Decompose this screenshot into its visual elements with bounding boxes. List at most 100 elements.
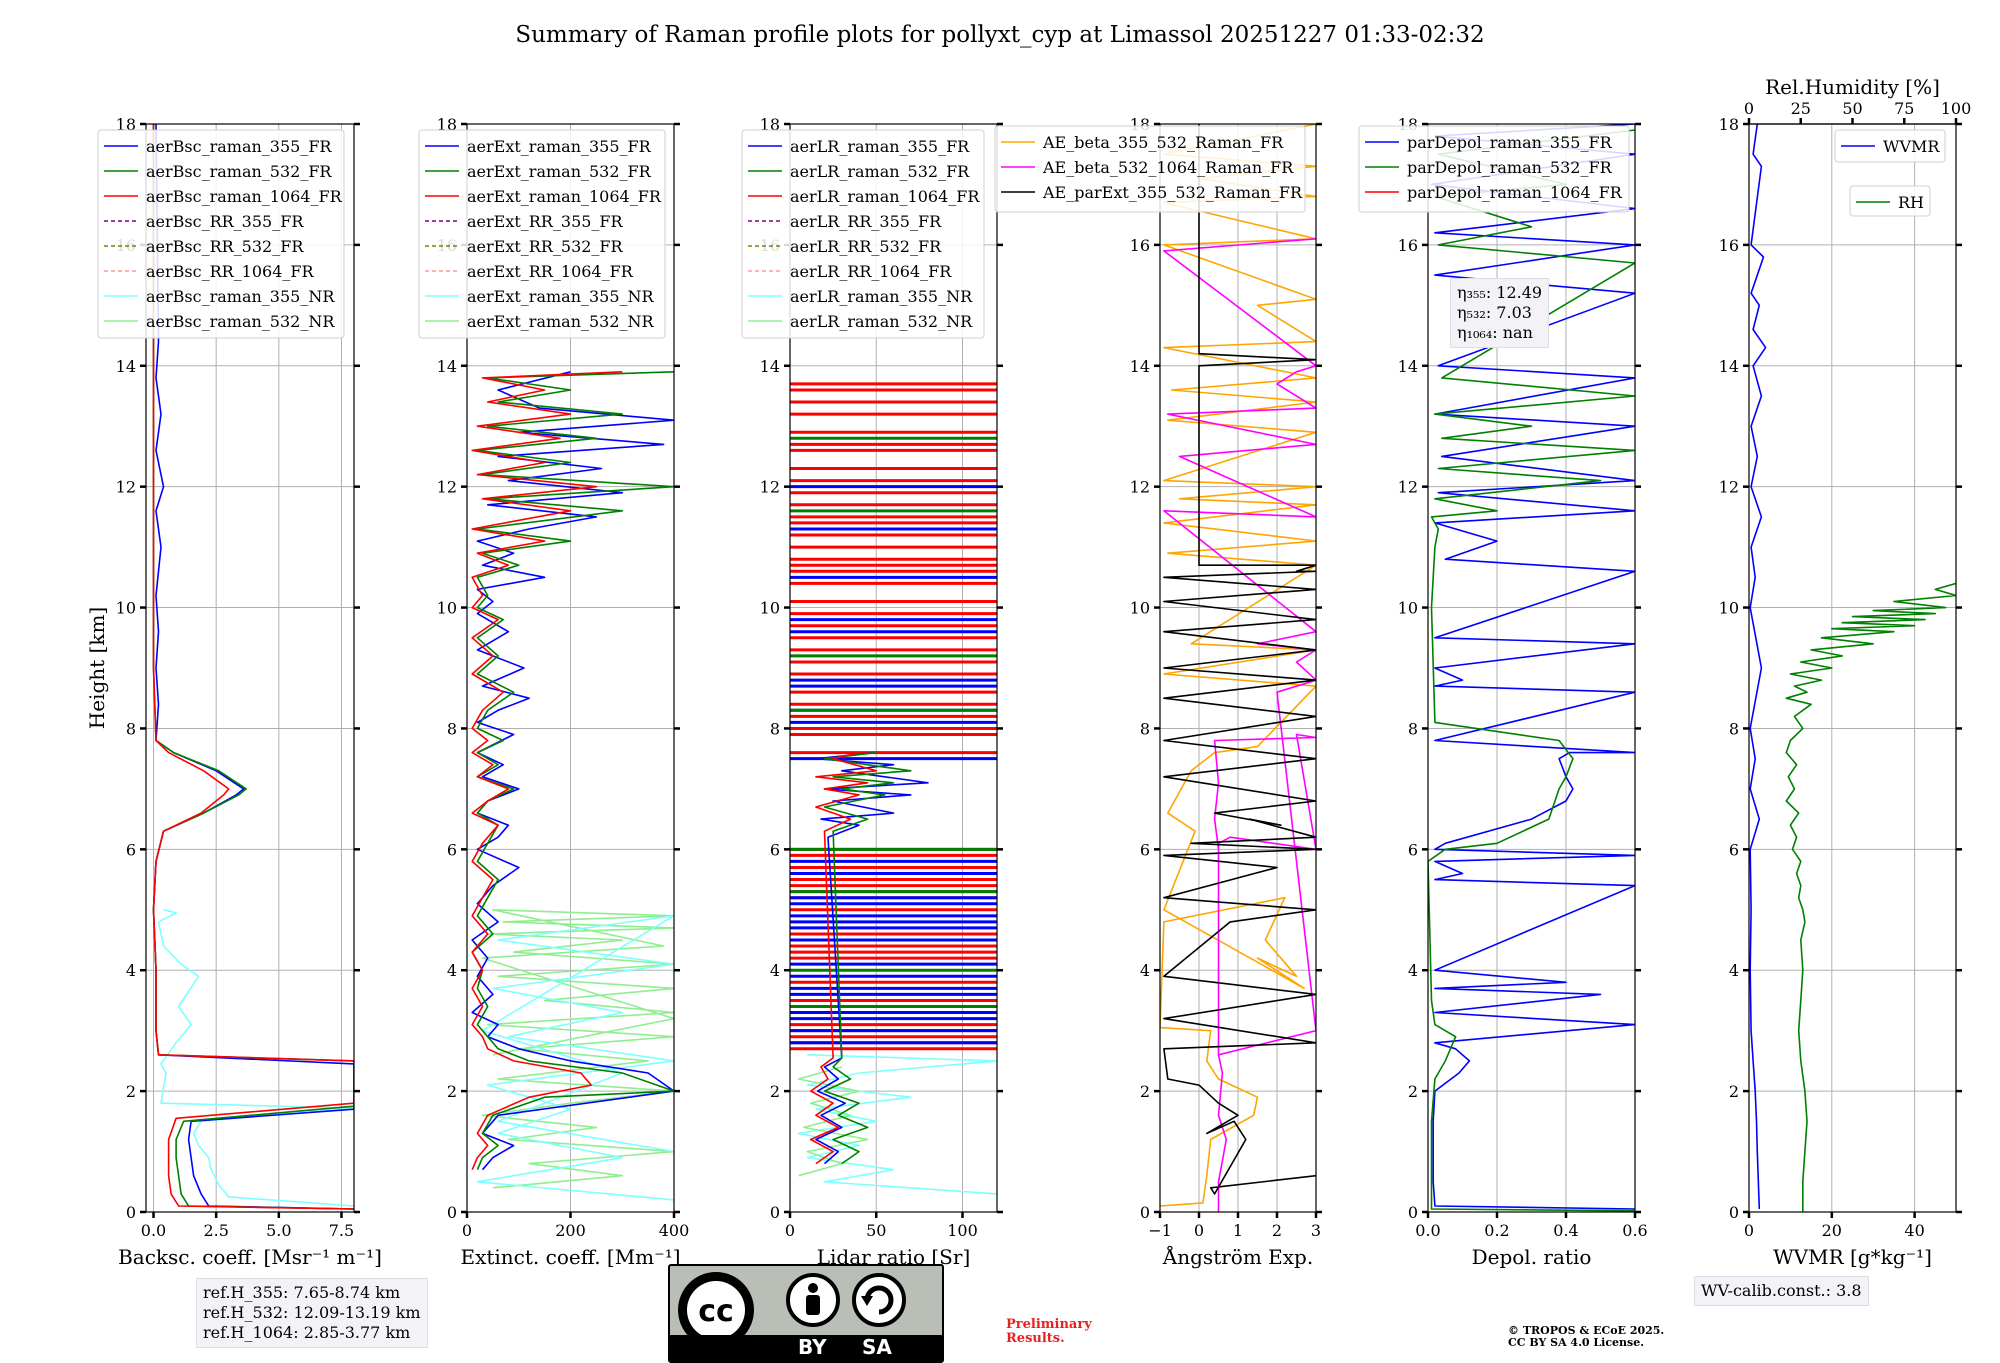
legend-entry: aerExt_RR_532_FR [467,237,624,256]
y-tick-label: 4 [1729,961,1739,980]
series-aerExt_raman_1064_FR [471,371,623,1171]
y-tick-label: 4 [1140,961,1150,980]
legend-bsc: aerBsc_raman_355_FR aerBsc_raman_532_FRae… [97,129,345,339]
y-tick-label: 4 [447,961,457,980]
legend2-wv: RH [1849,185,1931,217]
y-tick-label: 14 [1130,357,1150,376]
y-tick-label: 16 [1398,236,1418,255]
series-AE_beta_355_532_Raman_FR [1160,124,1316,1207]
x-tick-label: 0 [785,1221,795,1240]
eta-box: η₃₅₅: 12.49 η₅₃₂: 7.03 η₁₀₆₄: nan [1450,278,1550,348]
legend-entry: AE_parExt_355_532_Raman_FR [1042,183,1303,202]
y-tick-label: 18 [437,115,457,134]
ref-height-532: ref.H_532: 12.09-13.19 km [203,1303,421,1322]
preliminary-line-2: Results. [1006,1331,1065,1346]
x-tick-label: 0 [1194,1221,1204,1240]
series-aerExt_raman_532_NR [481,908,674,1189]
legend-entry: parDepol_raman_355_FR [1407,133,1613,152]
legend-entry: aerLR_RR_1064_FR [790,262,952,281]
series-aerLR_raman_1064_FR [809,751,878,1165]
cc-badge-graphic: cc [678,1272,906,1348]
series-aerExt_raman_532_FR [471,371,674,1171]
y-tick-label: 10 [1719,599,1739,618]
ref-height-1064: ref.H_1064: 2.85-3.77 km [203,1323,411,1342]
series-aerBsc_raman_355_FR [152,124,354,1210]
plot-area [1160,124,1316,1212]
x-tick-label: 0 [462,1221,472,1240]
y-tick-label: 8 [770,719,780,738]
x-tick-label: 0.6 [1622,1221,1647,1240]
y-tick-label: 16 [1719,236,1739,255]
reference-height-box: ref.H_355: 7.65-8.74 km ref.H_532: 12.09… [196,1278,428,1348]
series-AE_parExt_355_532_Raman_FR [1163,124,1316,1195]
figure-title: Summary of Raman profile plots for polly… [515,22,1485,48]
x-tick-label: 5.0 [266,1221,291,1240]
y-tick-label: 12 [1719,478,1739,497]
legend-entry: aerBsc_raman_1064_FR [146,187,343,206]
x-tick-label: 40 [1904,1221,1924,1240]
axes-frame [1748,123,1957,1213]
y-tick-label: 4 [126,961,136,980]
plot-area [1749,124,1956,1212]
legend-entry: aerExt_raman_355_NR [467,287,655,306]
legend-entry: aerLR_raman_532_FR [790,162,970,181]
y-tick-label: 2 [1140,1082,1150,1101]
y-tick-label: 14 [1398,357,1418,376]
badge-by-label: BY [798,1335,827,1359]
wv-calib-const: WV-calib.const.: 3.8 [1701,1281,1862,1300]
x-axis-label: Depol. ratio [1472,1245,1592,1269]
legend-entry: aerBsc_RR_1064_FR [146,262,315,281]
preliminary-note: Preliminary Results. [1006,1318,1092,1346]
x-tick-label: 0 [1744,1221,1754,1240]
rh-axis-label: Rel.Humidity [%] [1765,75,1940,99]
rh-tick-label: 100 [1941,99,1972,118]
badge-sa-label: SA [862,1335,892,1359]
badge-bar [670,1335,942,1361]
series-aerLR_raman_355_FR [815,751,929,1165]
legend-entry: parDepol_raman_532_FR [1407,158,1613,177]
legend-entry: AE_beta_532_1064_Raman_FR [1042,158,1294,177]
legend-entry: aerLR_raman_1064_FR [790,187,980,206]
y-tick-label: 8 [1729,719,1739,738]
eta-355: η₃₅₅: 12.49 [1457,283,1543,302]
legend-lr: aerLR_raman_355_FR aerLR_raman_532_FR aerL… [741,129,985,339]
x-tick-label: −1 [1148,1221,1172,1240]
panel-wv: 0 2 4 6 8 10 12 14 16 18 0 20 40 WVMR [g*kg⁻¹] WVMR RH 0… [1719,75,1972,1269]
legend-entry: aerExt_raman_355_FR [467,137,652,156]
ref-height-355: ref.H_355: 7.65-8.74 km [203,1283,401,1302]
series-parDepol_raman_355_FR [1430,124,1635,1210]
legend-entry: aerBsc_RR_355_FR [146,212,304,231]
cc-license-badge: cc BY SA [668,1264,944,1363]
series-aerLR_raman_532_NR [797,1066,869,1177]
axes-frame [789,123,998,1213]
y-tick-label: 0 [447,1203,457,1222]
y-tick-label: 6 [126,840,136,859]
y-tick-label: 18 [1719,115,1739,134]
legend-entry: aerBsc_raman_532_NR [146,312,335,331]
y-tick-label: 12 [116,478,136,497]
x-tick-label: 2.5 [203,1221,228,1240]
y-tick-label: 0 [1140,1203,1150,1222]
axes-frame [1427,123,1636,1213]
series-WVMR [1749,124,1767,1210]
legend-entry: aerExt_raman_532_NR [467,312,655,331]
y-tick-label: 10 [437,599,457,618]
legend-entry: aerExt_raman_532_FR [467,162,652,181]
y-tick-label: 16 [1130,236,1150,255]
rh-tick-label: 25 [1791,99,1811,118]
y-tick-label: 2 [1729,1082,1739,1101]
rh-tick-label: 0 [1744,99,1754,118]
y-tick-label: 0 [1729,1203,1739,1222]
rh-tick-label: 50 [1842,99,1862,118]
series-aerBsc_raman_1064_FR [152,124,354,1210]
y-tick-label: 6 [770,840,780,859]
legend-entry: aerBsc_RR_532_FR [146,237,304,256]
preliminary-line-1: Preliminary [1006,1317,1092,1332]
x-tick-label: 50 [866,1221,886,1240]
series-aerExt_raman_355_NR [476,914,674,1201]
x-tick-label: 0.4 [1553,1221,1578,1240]
x-tick-label: 20 [1822,1221,1842,1240]
